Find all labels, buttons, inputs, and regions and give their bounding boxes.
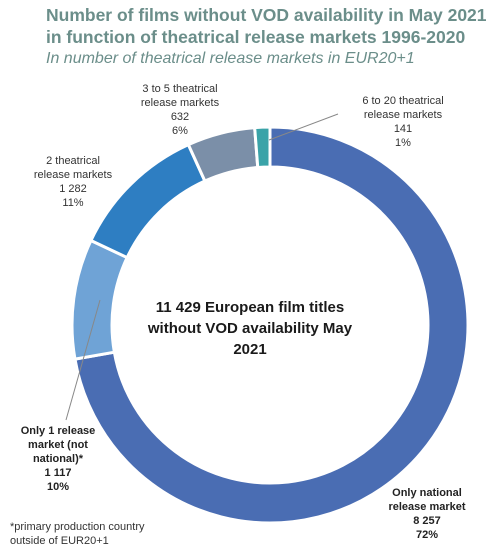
footnote: *primary production country outside of E… xyxy=(10,520,145,548)
slice-label-six-to-twenty-line-1: 6 to 20 theatrical xyxy=(362,95,444,107)
slice-label-six-to-twenty-line-2: release markets xyxy=(363,109,443,121)
slice-label-two: 2 theatrical release markets 1 282 11% xyxy=(18,154,128,210)
slice-label-only-national-line-2: release market xyxy=(388,501,466,513)
donut-slice-only-national xyxy=(73,125,470,525)
leader-line-only-one xyxy=(65,299,101,421)
slice-label-three-to-five: 3 to 5 theatrical release markets 632 6% xyxy=(120,82,240,138)
footnote-line-1: *primary production country xyxy=(10,521,145,533)
slice-percent-six-to-twenty: 1% xyxy=(395,137,411,149)
slice-value-only-national: 8 257 xyxy=(413,515,441,527)
chart-title-line-1: Number of films without VOD availability… xyxy=(46,5,487,25)
leader-lines xyxy=(65,113,339,421)
center-label-line-2: without VOD availability May 2021 xyxy=(147,320,353,358)
chart-title-line-2: in function of theatrical release market… xyxy=(46,27,466,47)
slice-label-three-to-five-line-1: 3 to 5 theatrical xyxy=(142,83,218,95)
donut-slice-six-to-twenty xyxy=(253,125,272,170)
slice-value-only-one: 1 117 xyxy=(44,467,72,479)
slice-label-only-one: Only 1 release market (not national)* 1 … xyxy=(8,424,108,494)
slice-label-three-to-five-line-2: release markets xyxy=(140,97,220,109)
chart-subtitle: In number of theatrical release markets … xyxy=(46,50,415,67)
slice-value-three-to-five: 632 xyxy=(170,111,190,123)
slice-value-six-to-twenty: 141 xyxy=(393,123,413,135)
slice-label-two-line-2: release markets xyxy=(33,169,113,181)
slice-percent-only-one: 10% xyxy=(46,481,70,493)
slice-label-only-one-line-2: market (not xyxy=(28,439,88,451)
footnote-line-2: outside of EUR20+1 xyxy=(10,535,109,547)
slice-value-two: 1 282 xyxy=(59,183,87,195)
donut-slice-only-one xyxy=(70,238,130,361)
slice-percent-only-national: 72% xyxy=(415,529,439,541)
slice-label-only-one-line-1: Only 1 release xyxy=(20,425,96,437)
slice-label-only-one-line-3: national)* xyxy=(32,453,84,465)
slice-label-six-to-twenty: 6 to 20 theatrical release markets 141 1… xyxy=(340,94,466,150)
slice-label-two-line-1: 2 theatrical xyxy=(46,155,100,167)
leader-line-six-to-twenty xyxy=(268,113,339,141)
donut-center-label: 11 429 European film titles without VOD … xyxy=(130,297,370,360)
chart-title-block: Number of films without VOD availability… xyxy=(46,4,487,70)
center-label-line-1: 11 429 European film titles xyxy=(155,299,345,316)
donut-slices xyxy=(70,125,470,525)
slice-label-only-national: Only national release market 8 257 72% xyxy=(372,486,482,542)
slice-label-only-national-line-1: Only national xyxy=(392,487,462,499)
slice-percent-two: 11% xyxy=(62,197,84,209)
slice-percent-three-to-five: 6% xyxy=(172,125,188,137)
